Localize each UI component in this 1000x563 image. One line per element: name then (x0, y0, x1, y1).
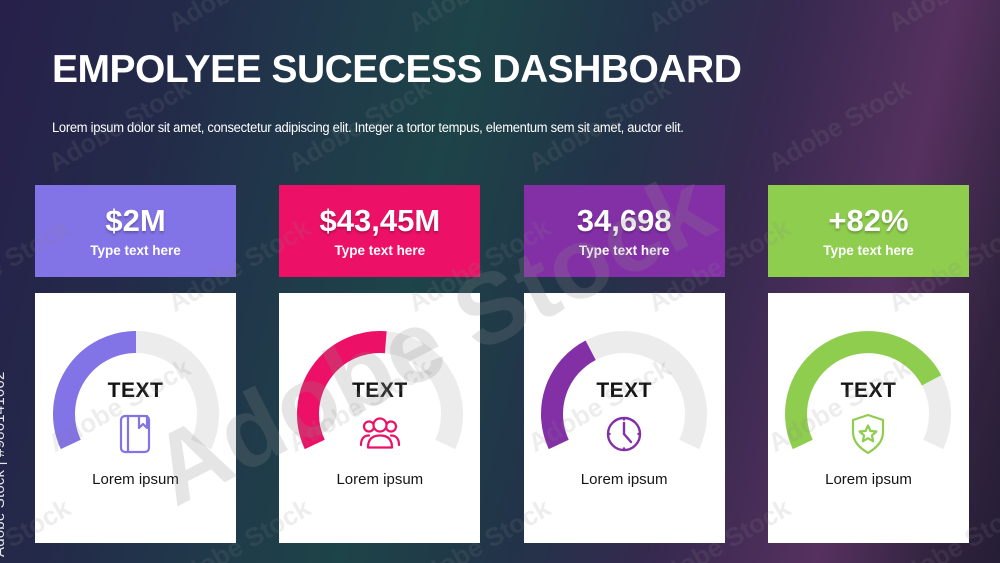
stat-cards-row: $2M Type text here $43,45M Type text her… (35, 185, 969, 277)
gauge-title: TEXT (596, 379, 652, 402)
stat-value: $43,45M (319, 202, 441, 238)
stat-value: +82% (828, 202, 909, 238)
gauge-caption: Lorem ipsum (336, 471, 424, 488)
gauge-card: TEXT Lorem ipsum (279, 293, 481, 543)
gauge-chart (541, 331, 708, 450)
watermark-tile: Adobe Stock (0, 0, 76, 39)
clock-icon (602, 412, 646, 456)
gauge-chart (52, 331, 219, 450)
stat-label: Type text here (90, 242, 181, 258)
watermark-tile: Adobe Stock (762, 72, 916, 178)
gauge-card: TEXT Lorem ipsum (767, 293, 969, 543)
gauge-card: TEXT Lorem ipsum (523, 293, 725, 543)
stat-card: 34,698 Type text here (523, 185, 725, 277)
gauge-title: TEXT (351, 379, 408, 402)
shield-star-icon (846, 412, 890, 456)
gauge-caption: Lorem ipsum (92, 471, 179, 488)
watermark-tile: Adobe Stock (643, 0, 796, 39)
watermark-credit: Adobe Stock | #986141062 (0, 371, 8, 557)
stat-label: Type text here (578, 242, 670, 258)
watermark-tile: Adobe Stock (163, 0, 316, 39)
gauge-chart (785, 331, 952, 450)
notebook-icon (114, 412, 158, 456)
stat-value: $2M (105, 202, 166, 238)
gauge-chart (296, 331, 463, 450)
gauge-title: TEXT (107, 379, 164, 402)
page-title: EMPOLYEE SUCECESS DASHBOARD (52, 48, 742, 91)
gauge-card: TEXT Lorem ipsum (35, 293, 236, 543)
stat-label: Type text here (823, 242, 914, 258)
gauge-title: TEXT (840, 379, 897, 402)
stat-label: Type text here (334, 242, 426, 258)
stat-value: 34,698 (576, 202, 672, 238)
watermark-tile: Adobe Stock (403, 0, 556, 39)
stat-card: +82% Type text here (767, 185, 969, 277)
watermark-tile: Adobe Stock (883, 0, 1000, 39)
people-icon (358, 412, 402, 456)
gauge-cards-row: TEXT Lorem ipsum TEXT (35, 293, 969, 543)
stat-card: $2M Type text here (35, 185, 236, 277)
stat-card: $43,45M Type text here (279, 185, 481, 277)
gauge-caption: Lorem ipsum (825, 471, 912, 488)
page-subtitle: Lorem ipsum dolor sit amet, consectetur … (52, 120, 684, 135)
gauge-caption: Lorem ipsum (580, 471, 668, 488)
